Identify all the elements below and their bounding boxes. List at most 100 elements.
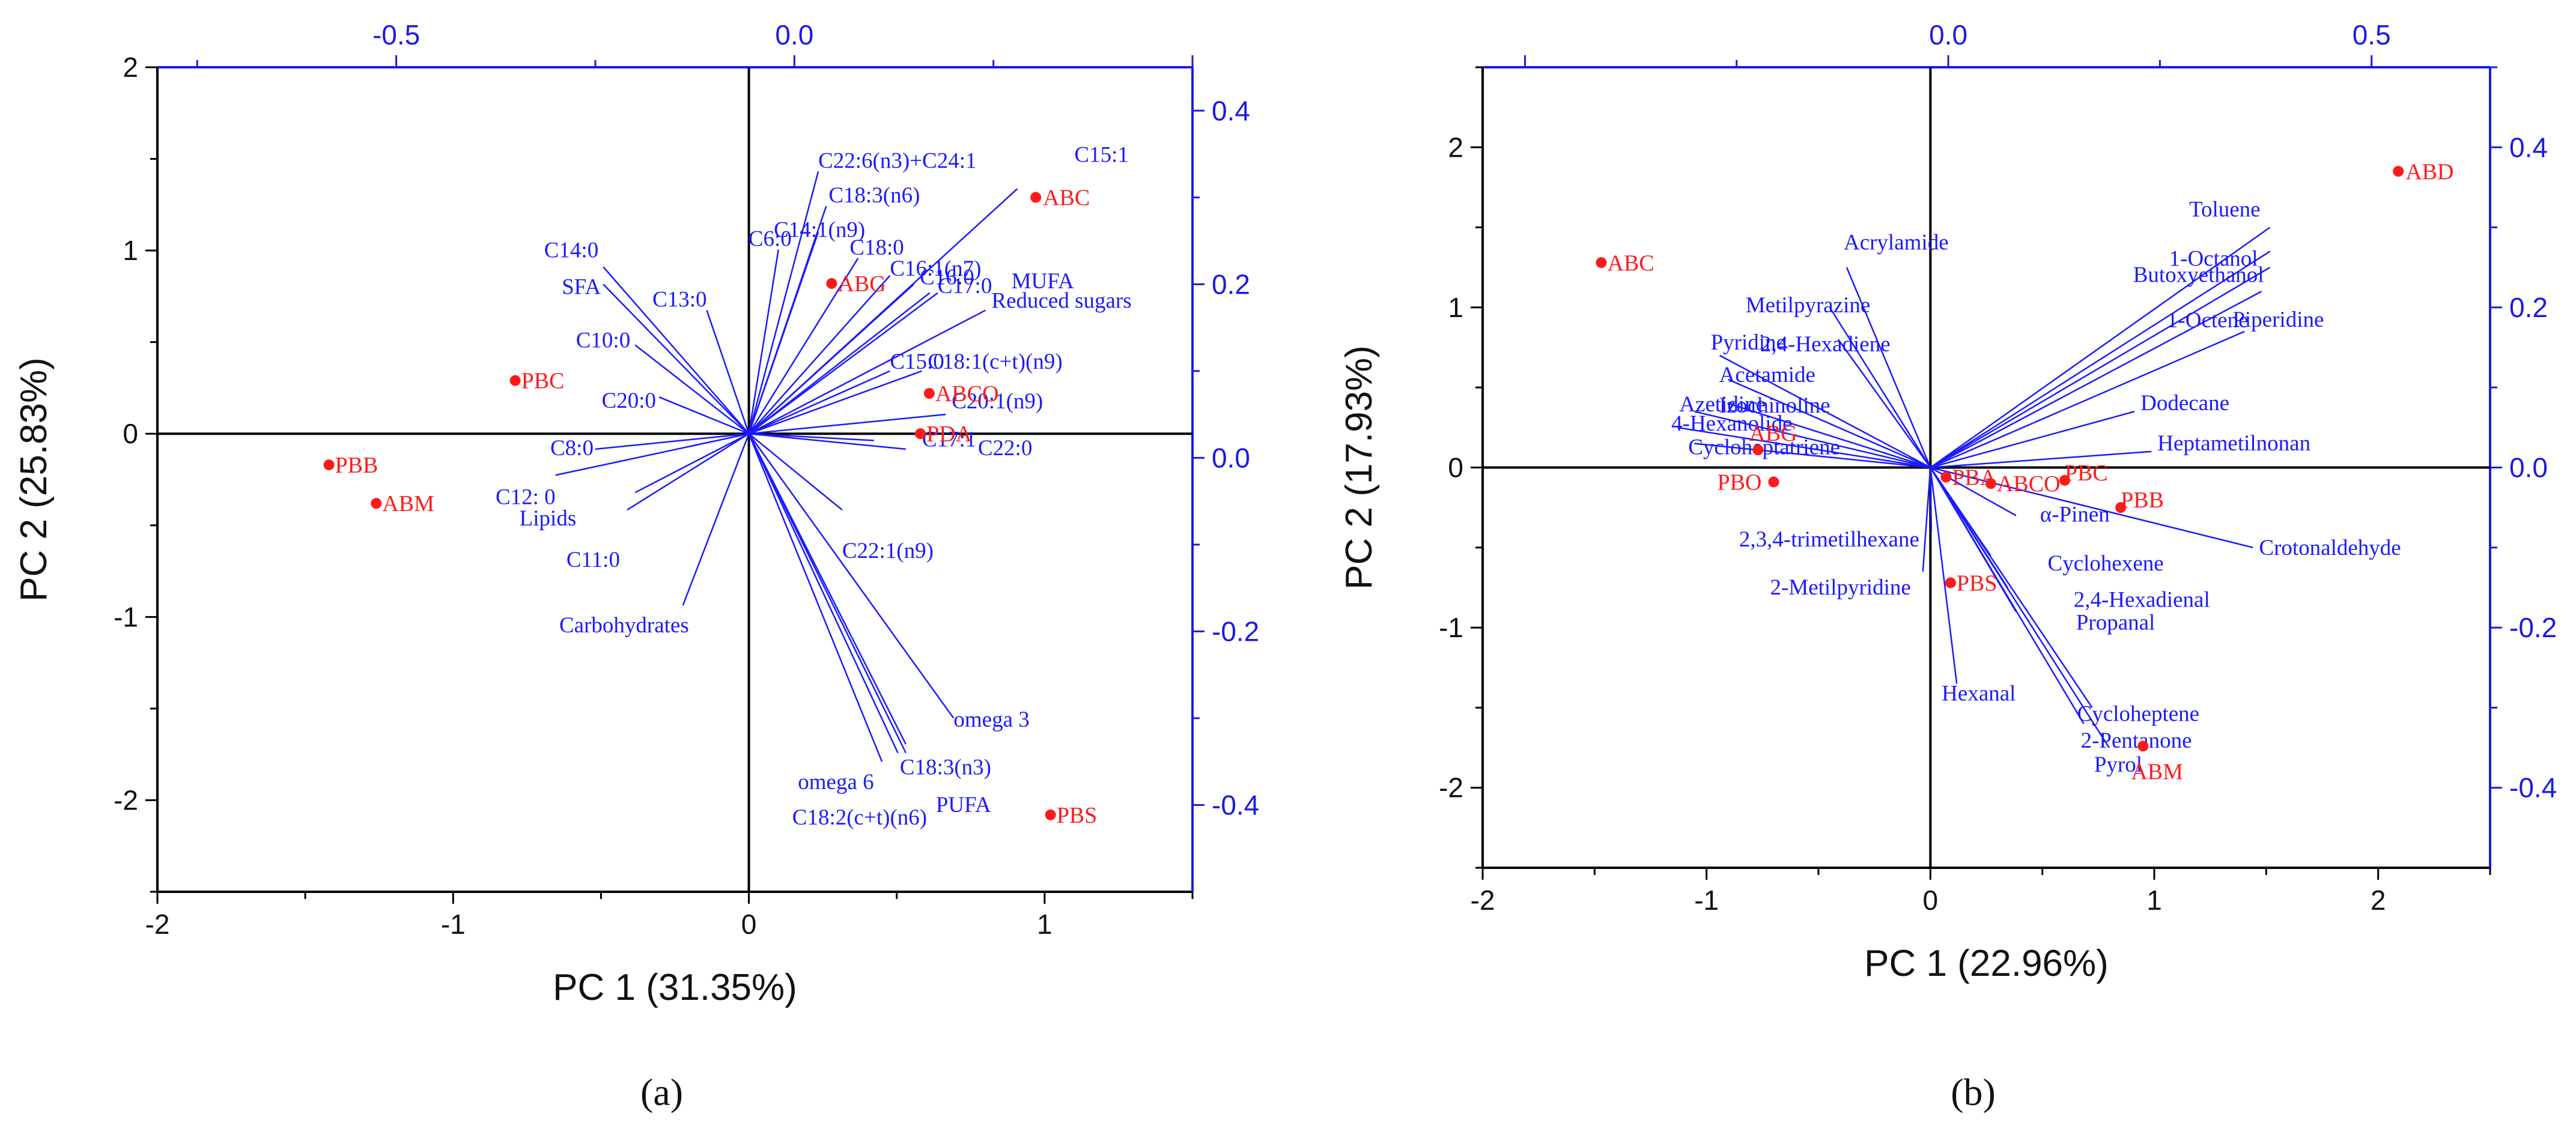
x-axis-title: PC 1 (31.35%)	[553, 967, 797, 1008]
loading-label-pufa: PUFA	[936, 793, 991, 817]
sample-point-abm	[2137, 740, 2149, 752]
loading-label-c16-1-n7: C16:1(n7)	[890, 256, 981, 281]
sample-point-pbb	[323, 459, 335, 471]
loading-label-carbohydrates: Carbohydrates	[559, 613, 689, 638]
loading-label-2-4-hexadienal: 2,4-Hexadienal	[2074, 587, 2210, 612]
loading-vector-sfa	[603, 283, 750, 435]
loading-label-1-octene: 1-Octene	[2167, 308, 2249, 333]
loading-vector-2-pentanone	[1930, 467, 2085, 724]
loading-vector-1-octanol	[1930, 250, 2271, 468]
loading-label-c12-0: C12: 0	[496, 485, 556, 509]
loading-vector-c12-0	[555, 433, 749, 476]
sample-point-pbo	[1768, 476, 1779, 488]
loading-label-c10-0: C10:0	[576, 328, 630, 353]
sample-point-pbs	[1045, 809, 1056, 820]
sample-point-pba	[1940, 471, 1952, 483]
y-tick-label: -1	[114, 601, 138, 632]
loading-vector-4-hexanolide	[1677, 426, 1931, 468]
sample-point-abco	[923, 388, 935, 399]
y-tick-label: 0	[1448, 452, 1463, 483]
loading-vector-c18-0	[748, 258, 859, 434]
loading-vector-lipids	[634, 433, 750, 494]
sample-label-pbc: PBC	[521, 369, 565, 394]
loading-label-metilpyrazine: Metilpyrazine	[1746, 293, 1871, 318]
y-tick-label: -2	[114, 784, 138, 816]
right-tick-label: 0.4	[1212, 95, 1250, 126]
x-tick-label: -1	[441, 909, 466, 940]
loading-label-1-octanol: 1-Octanol	[2169, 247, 2258, 271]
panel-b: -2 -1 0 1 2 -2 -1 0 1 2 0.0 0.5 0.4 0.2 0.0 -0.2 -0.4 PC …	[1338, 19, 2557, 1113]
loading-label-heptametilnonan: Heptametilnonan	[2157, 431, 2310, 456]
loading-vector-acetamide	[1728, 378, 1931, 468]
loading-label-c18-1-c-t-n9: C18:1(c+t)(n9)	[928, 350, 1062, 374]
loading-vector-carbohydrates	[682, 433, 750, 606]
loading-label-izochinoline: Izochinoline	[1719, 393, 1830, 418]
loading-label-c18-0: C18:0	[849, 235, 904, 260]
loading-vector-c20-1-n9	[749, 413, 946, 435]
loading-label-dodecane: Dodecane	[2140, 391, 2229, 416]
loading-vector-2-3-4-trimetilhexane	[1930, 467, 1933, 532]
sample-label-abm: ABM	[2131, 759, 2183, 784]
loading-label-alpha-pinen: α-Pinen	[2040, 502, 2110, 527]
y-tick-label: 1	[1448, 292, 1463, 323]
loading-label-c22-0: C22:0	[978, 436, 1032, 461]
loading-vector-c18-2-c-t-n6	[748, 433, 883, 762]
loading-vector-heptametilnonan	[1930, 450, 2152, 468]
loading-label-propanal: Propanal	[2076, 610, 2155, 635]
sample-point-pbc	[509, 375, 521, 386]
sample-point-pda	[915, 428, 926, 440]
sample-label-pbb: PBB	[2121, 488, 2164, 513]
loading-vector-acrylamide	[1845, 267, 1931, 468]
loading-vector-piperidine	[1930, 330, 2245, 468]
loading-label-c20-0: C20:0	[602, 389, 656, 413]
top-tick-label: 0.0	[1929, 19, 1967, 50]
loading-vector-cycloheptene	[1930, 467, 2093, 709]
sample-point-abm	[371, 498, 382, 509]
loading-vector-izochinoline	[1728, 402, 1931, 468]
loading-label-c22-1-n9: C22:1(n9)	[842, 539, 934, 563]
loading-vector-c20-0	[658, 396, 750, 435]
right-tick-label: -0.2	[2509, 612, 2557, 643]
sample-label-pbb: PBB	[335, 453, 378, 478]
sample-point-abg	[826, 278, 837, 289]
sample-label-abc: ABC	[1608, 250, 1654, 276]
loading-label-c22-6-n3-c24-1: C22:6(n3)+C24:1	[818, 148, 976, 173]
loading-label-pyridine: Pyridine	[1711, 330, 1786, 355]
y-tick-label: -1	[1439, 612, 1463, 643]
loading-label-c17-0: C17:0	[938, 274, 992, 298]
loading-vector-c22-0	[749, 432, 906, 450]
sample-point-abco	[1985, 478, 1996, 489]
loading-vector-hexanal	[1930, 467, 1958, 684]
sample-point-pbb	[2115, 502, 2127, 513]
loading-vector-c16-0	[748, 283, 914, 435]
loading-label-piperidine: Piperidine	[2232, 307, 2324, 332]
y-axis-title: PC 2 (25.83%)	[13, 357, 55, 602]
sample-label-abm: ABM	[382, 491, 434, 516]
panel-label: (b)	[1951, 1071, 1996, 1113]
top-tick-label: 0.5	[2353, 19, 2391, 50]
loading-vector-pufa	[748, 433, 907, 754]
loading-label-c14-0: C14:0	[544, 238, 598, 262]
loading-label-omega-3: omega 3	[953, 707, 1029, 732]
sample-label-pbo: PBO	[1718, 470, 1762, 495]
loading-label-c17-1: C17:1	[922, 427, 976, 452]
top-tick-label: -0.5	[372, 19, 420, 50]
loading-vector-c11-0	[627, 433, 750, 511]
y-axis-title: PC 2 (17.93%)	[1338, 345, 1380, 590]
loading-label-butoxyethanol: Butoxyethanol	[2133, 262, 2264, 287]
loading-vector-c13-0	[706, 310, 750, 434]
loading-vector-mufa	[748, 292, 931, 435]
loading-vector-omega-3	[748, 433, 955, 719]
sample-point-pbs	[1945, 577, 1956, 589]
sample-label-pbs: PBS	[1057, 803, 1098, 828]
y-tick-label: 0	[123, 418, 138, 449]
right-tick-label: 0.2	[2509, 292, 2548, 323]
loading-label-2-metilpyridine: 2-Metilpyridine	[1770, 575, 1911, 600]
loading-vector-c16-1-n7	[748, 275, 891, 435]
loading-label-c11-0: C11:0	[567, 548, 620, 572]
right-tick-label: 0.4	[2509, 132, 2548, 163]
loading-vector-c10-0	[634, 344, 750, 435]
x-tick-label: 1	[1037, 909, 1053, 940]
loading-label-c15-1: C15:1	[1074, 142, 1128, 167]
